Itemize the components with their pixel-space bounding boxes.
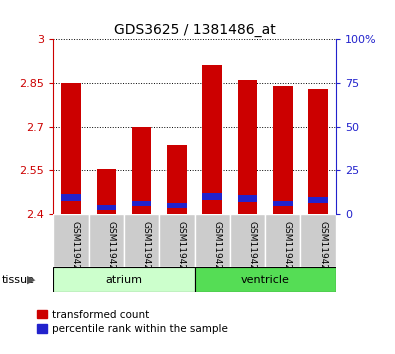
Bar [203, 65, 222, 214]
Title: GDS3625 / 1381486_at: GDS3625 / 1381486_at [114, 23, 275, 36]
Bar [61, 83, 81, 214]
Bar [308, 88, 328, 214]
Bar [132, 126, 151, 214]
Text: GSM119425: GSM119425 [177, 221, 186, 275]
Text: GSM119429: GSM119429 [318, 221, 327, 275]
Bar [238, 80, 257, 214]
Bar [132, 201, 151, 206]
Bar [88, 214, 124, 267]
Bar [124, 214, 159, 267]
Text: GSM119423: GSM119423 [106, 221, 115, 275]
Bar [230, 214, 265, 267]
Text: atrium: atrium [105, 275, 143, 285]
Bar [53, 267, 195, 292]
Bar [195, 267, 336, 292]
Bar [301, 214, 336, 267]
Bar [167, 145, 186, 214]
Bar [308, 197, 328, 203]
Text: GSM119422: GSM119422 [71, 221, 80, 275]
Bar [273, 201, 293, 206]
Legend: transformed count, percentile rank within the sample: transformed count, percentile rank withi… [37, 310, 228, 334]
Bar [96, 169, 116, 214]
Bar [203, 193, 222, 200]
Text: GSM119424: GSM119424 [141, 221, 150, 275]
Bar [167, 203, 186, 208]
Text: ventricle: ventricle [241, 275, 290, 285]
Bar [238, 195, 257, 202]
Bar [265, 214, 301, 267]
Bar [273, 86, 293, 214]
Bar [61, 194, 81, 201]
Bar [159, 214, 194, 267]
Text: GSM119428: GSM119428 [283, 221, 292, 275]
Bar [53, 214, 88, 267]
Text: tissue: tissue [2, 275, 35, 285]
Text: GSM119427: GSM119427 [248, 221, 256, 275]
Bar [195, 214, 230, 267]
Text: GSM119426: GSM119426 [212, 221, 221, 275]
Text: ▶: ▶ [27, 275, 36, 285]
Bar [96, 205, 116, 210]
